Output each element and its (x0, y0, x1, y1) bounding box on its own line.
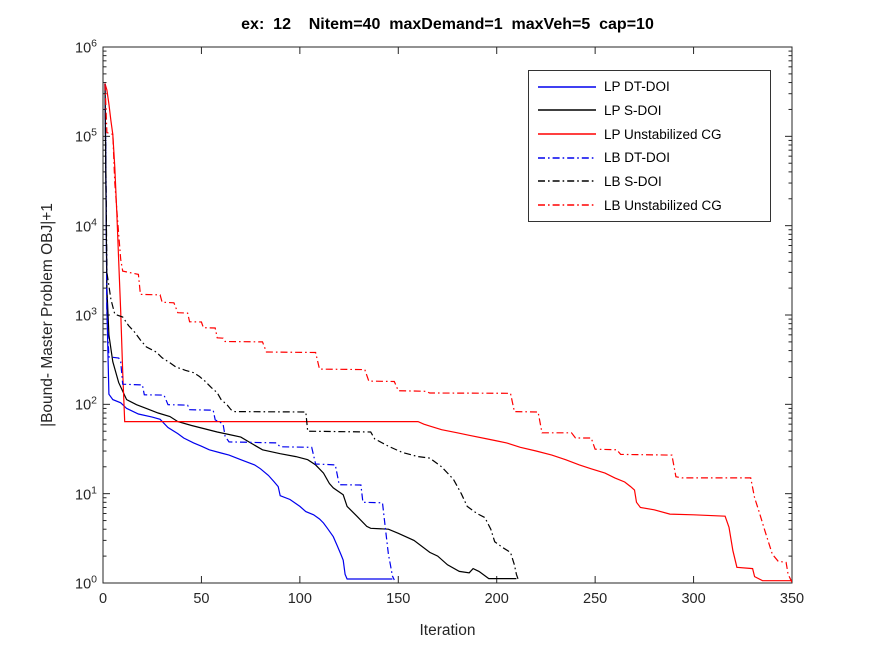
legend: LP DT-DOI LP S-DOI LP Unstabilized CG LB DT… (528, 70, 771, 222)
y-tick-label: 100 (75, 573, 97, 593)
legend-line-sample (538, 180, 596, 183)
legend-line-sample (538, 157, 596, 159)
legend-item-lb-unstabilized-cg: LB Unstabilized CG (529, 194, 770, 216)
legend-item-lp-unstabilized-cg: LP Unstabilized CG (529, 123, 770, 145)
series-lp-unstabilized-cg (104, 83, 792, 582)
legend-line-sample (538, 204, 596, 206)
legend-item-lb-s-doi: LB S-DOI (529, 170, 770, 192)
legend-line-sample (538, 133, 596, 135)
series-lp-s-doi (104, 83, 517, 580)
legend-item-lb-dt-doi: LB DT-DOI (529, 147, 770, 169)
legend-line-sample (538, 86, 596, 88)
chart-title: ex: 12 Nitem=40 maxDemand=1 maxVeh=5 cap… (241, 16, 654, 33)
y-tick-label: 106 (75, 37, 97, 57)
series-lp-dt-doi (104, 83, 393, 580)
y-tick-label: 105 (75, 126, 97, 146)
x-tick-label: 200 (484, 591, 509, 607)
x-tick-label: 100 (287, 591, 312, 607)
y-tick-label: 101 (75, 484, 97, 504)
x-tick-label: 0 (98, 591, 108, 607)
legend-line-sample (538, 109, 596, 112)
legend-item-lp-s-doi: LP S-DOI (529, 99, 770, 121)
series-lb-dt-doi (104, 83, 395, 581)
y-tick-label: 104 (75, 216, 97, 236)
series-lb-unstabilized-cg (104, 83, 792, 583)
x-tick-label: 150 (386, 591, 411, 607)
x-tick-label: 50 (193, 591, 210, 607)
x-tick-label: 350 (779, 591, 805, 607)
y-tick-label: 102 (75, 394, 97, 414)
legend-label: LB Unstabilized CG (604, 197, 722, 213)
legend-item-lp-dt-doi: LP DT-DOI (529, 76, 770, 98)
series-lb-s-doi (104, 83, 519, 581)
legend-label: LB DT-DOI (604, 150, 671, 166)
legend-label: LP Unstabilized CG (604, 126, 722, 142)
legend-label: LP DT-DOI (604, 79, 670, 95)
x-tick-label: 300 (681, 591, 706, 607)
x-tick-label: 250 (583, 591, 608, 607)
x-axis-label: Iteration (419, 622, 476, 639)
y-tick-label: 103 (75, 305, 97, 325)
legend-label: LB S-DOI (604, 173, 662, 189)
legend-label: LP S-DOI (604, 102, 662, 118)
